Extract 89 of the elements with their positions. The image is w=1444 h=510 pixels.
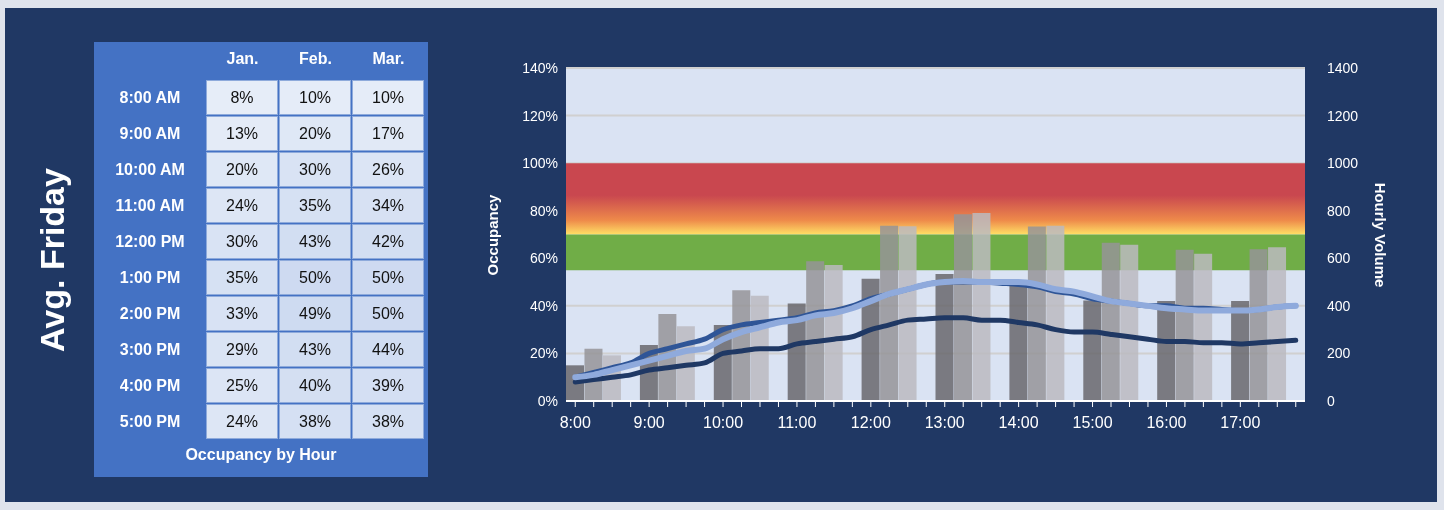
data-label: 50%	[352, 260, 424, 295]
x-tick-label: 11:00	[777, 414, 817, 432]
bar	[1101, 242, 1120, 401]
data-label: 33%	[206, 296, 278, 331]
y2-axis-title: Hourly Volume	[1371, 182, 1389, 288]
data-label: 35%	[279, 188, 351, 223]
bar	[1268, 247, 1287, 401]
y-tick-label: 140%	[522, 59, 558, 76]
x-tick-label: 17:00	[1220, 414, 1261, 432]
y2-tick-label: 800	[1327, 202, 1351, 219]
data-label: 34%	[352, 188, 424, 223]
y2-tick-label: 400	[1327, 297, 1351, 314]
y-tick-label: 3:00 PM	[118, 340, 182, 360]
bar	[1120, 244, 1139, 401]
y-tick-label: 11:00 AM	[114, 196, 186, 216]
y-tick-label: 10:00 AM	[114, 160, 186, 180]
data-label: 49%	[279, 296, 351, 331]
data-label: 24%	[206, 404, 278, 439]
data-label: 43%	[279, 332, 351, 367]
y-tick-label: 8:00 AM	[118, 88, 182, 108]
bar	[880, 225, 899, 401]
data-label: 26%	[352, 152, 424, 187]
y-tick-label: 9:00 AM	[118, 124, 182, 144]
x-tick-label: 14:00	[998, 414, 1039, 432]
x-tick-label: Jan.	[225, 50, 260, 68]
data-label: 10%	[279, 80, 351, 115]
data-label: 10%	[352, 80, 424, 115]
data-label: 30%	[279, 152, 351, 187]
y2-tick-label: 0	[1327, 392, 1335, 409]
data-label: 25%	[206, 368, 278, 403]
y2-tick-label: 1400	[1327, 59, 1359, 76]
bar	[1027, 226, 1046, 401]
x-tick-label: 9:00	[633, 414, 665, 432]
data-label: 50%	[279, 260, 351, 295]
data-label: 17%	[352, 116, 424, 151]
x-axis-title: Occupancy by Hour	[184, 446, 338, 464]
data-label: 42%	[352, 224, 424, 259]
y-tick-label: 80%	[529, 202, 558, 219]
x-tick-label: 12:00	[850, 414, 891, 432]
y2-tick-label: 200	[1327, 345, 1351, 362]
y-tick-label: 1:00 PM	[118, 268, 182, 288]
data-label: 38%	[279, 404, 351, 439]
data-label: 38%	[352, 404, 424, 439]
bar	[898, 226, 917, 401]
y-tick-label: 5:00 PM	[118, 412, 182, 432]
y-tick-label: 120%	[522, 107, 558, 124]
bar	[1009, 283, 1028, 401]
data-label: 20%	[206, 152, 278, 187]
y2-tick-label: 600	[1327, 250, 1351, 267]
y-tick-label: 12:00 PM	[114, 232, 186, 252]
bar	[806, 261, 825, 401]
x-tick-label: 13:00	[924, 414, 965, 432]
y-tick-label: 0%	[537, 392, 558, 409]
data-label: 35%	[206, 260, 278, 295]
data-label: 8%	[206, 80, 278, 115]
data-label: 13%	[206, 116, 278, 151]
y2-tick-label: 1000	[1327, 155, 1359, 172]
y-tick-label: 60%	[529, 250, 558, 267]
bar	[953, 214, 972, 401]
x-tick-label: Mar.	[371, 50, 406, 68]
data-label: 24%	[206, 188, 278, 223]
data-label: 40%	[279, 368, 351, 403]
y2-tick-label: 1200	[1327, 107, 1359, 124]
x-tick-label: 8:00	[559, 414, 591, 432]
y-tick-label: 2:00 PM	[118, 304, 182, 324]
data-label: 44%	[352, 332, 424, 367]
data-label: 50%	[352, 296, 424, 331]
bar	[1175, 249, 1194, 401]
x-tick-label: 15:00	[1072, 414, 1113, 432]
bar	[972, 213, 991, 401]
y-tick-label: 40%	[529, 297, 558, 314]
data-label: 30%	[206, 224, 278, 259]
y-tick-label: 20%	[529, 345, 558, 362]
data-label: 29%	[206, 332, 278, 367]
y-tick-label: 4:00 PM	[118, 376, 182, 396]
x-tick-label: 10:00	[703, 414, 744, 432]
data-label: 39%	[352, 368, 424, 403]
x-tick-label: 16:00	[1146, 414, 1187, 432]
bar	[1083, 300, 1102, 401]
bar	[1046, 225, 1065, 401]
x-tick-label: Feb.	[298, 50, 333, 68]
data-label: 43%	[279, 224, 351, 259]
y-axis-title: Occupancy	[483, 194, 501, 276]
data-label: 20%	[279, 116, 351, 151]
text: Avg. Friday	[32, 168, 72, 352]
bar	[1249, 249, 1268, 401]
y-tick-label: 100%	[522, 155, 558, 172]
bar	[824, 264, 843, 401]
bar	[935, 273, 954, 401]
